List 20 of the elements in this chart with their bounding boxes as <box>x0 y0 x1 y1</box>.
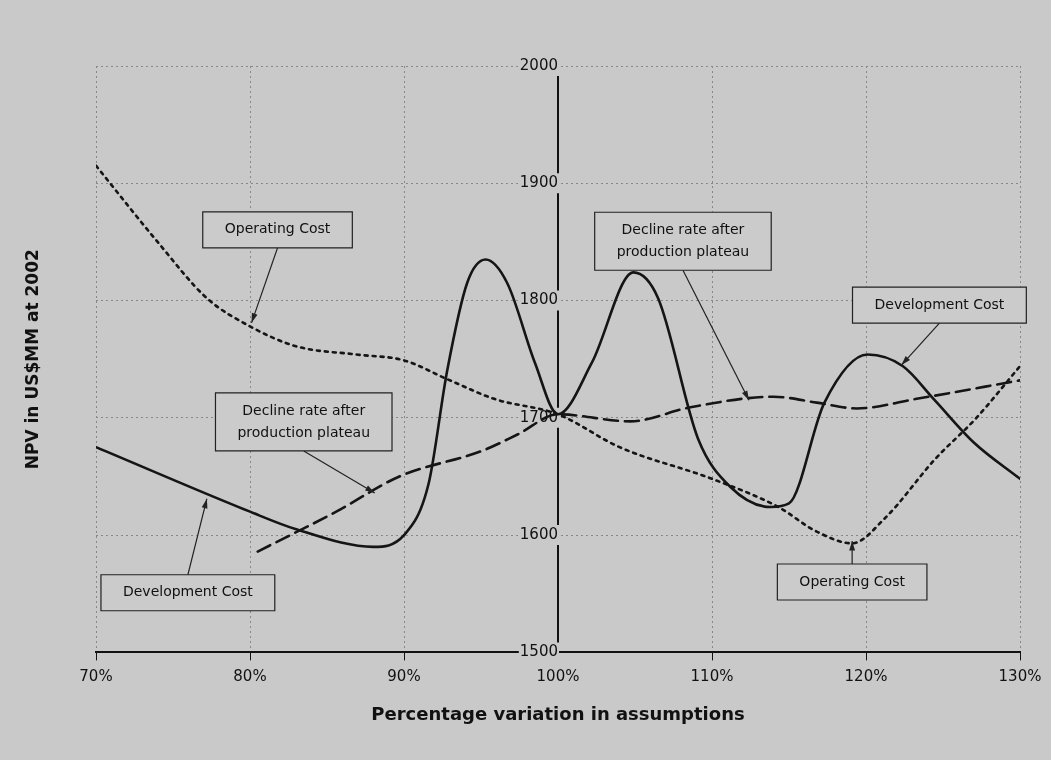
annotation: Operating Cost <box>799 572 906 589</box>
x-tick-label: 130% <box>998 667 1042 686</box>
x-tick-label: 100% <box>536 667 580 686</box>
x-tick-label: 90% <box>387 667 421 686</box>
annotation: Development Cost <box>874 295 1005 312</box>
y-tick-label: 1900 <box>519 173 558 192</box>
y-tick-label: 1500 <box>519 642 558 661</box>
y-axis-title: NPV in US$MM at 2002 <box>22 249 43 470</box>
y-tick-label: 1600 <box>519 525 558 544</box>
annotation: Decline rate after production plateau <box>237 401 371 440</box>
annotation: Decline rate after production plateau <box>616 220 750 259</box>
x-tick-label: 80% <box>233 667 267 686</box>
x-axis-title: Percentage variation in assumptions <box>371 702 745 724</box>
y-tick-label: 1800 <box>519 290 558 309</box>
annotation: Operating Cost <box>224 220 331 237</box>
x-tick-label: 110% <box>690 667 734 686</box>
x-tick-label: 70% <box>79 667 113 686</box>
x-tick-label: 120% <box>844 667 888 686</box>
annotation: Development Cost <box>122 583 254 600</box>
y-tick-label: 2000 <box>519 55 558 74</box>
